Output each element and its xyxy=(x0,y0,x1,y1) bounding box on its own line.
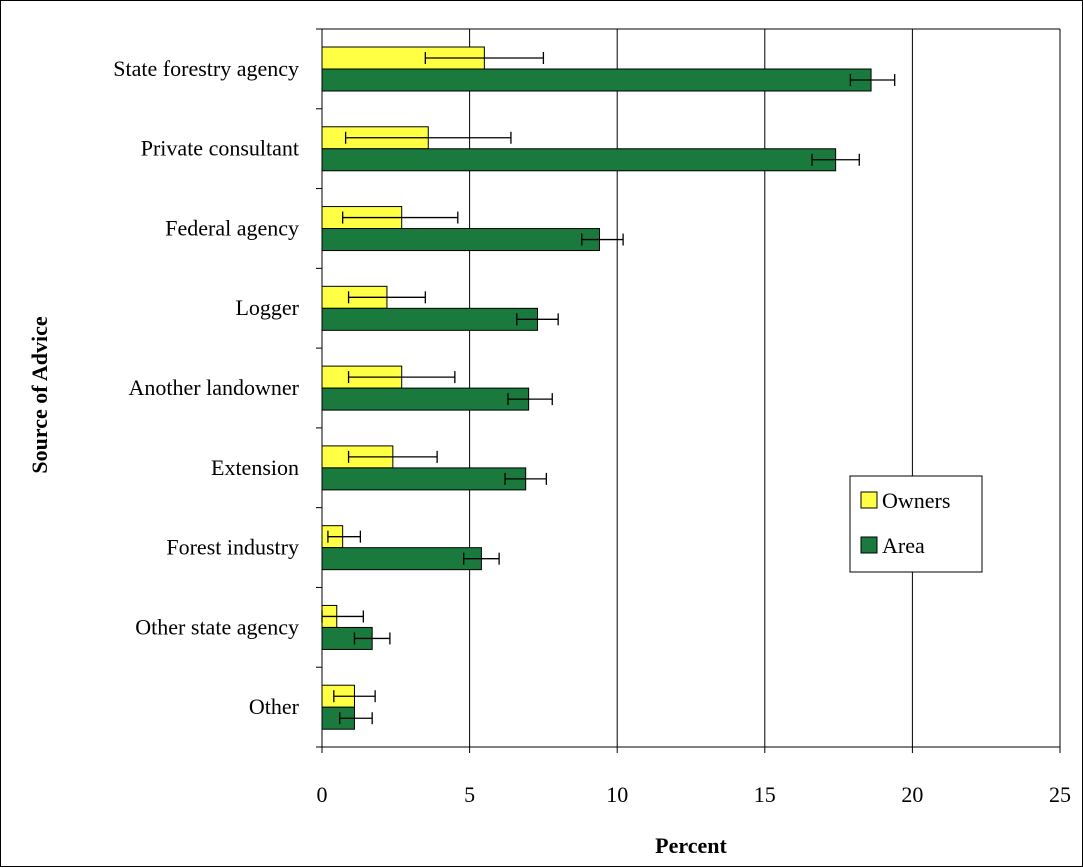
category-label-7: Other state agency xyxy=(135,614,299,639)
legend-swatch-area xyxy=(861,537,877,553)
category-label-6: Forest industry xyxy=(166,535,299,560)
legend-label-owners: Owners xyxy=(882,488,950,513)
bar-area-0 xyxy=(322,69,871,91)
x-tick-label-1: 5 xyxy=(464,782,475,807)
legend: Owners Area xyxy=(850,476,982,572)
x-tick-label-0: 0 xyxy=(317,782,328,807)
bar-area-4 xyxy=(322,388,529,410)
x-tick-label-5: 25 xyxy=(1049,782,1071,807)
bar-area-1 xyxy=(322,149,836,171)
category-label-2: Federal agency xyxy=(165,215,299,240)
category-label-5: Extension xyxy=(211,455,299,480)
category-label-1: Private consultant xyxy=(141,136,299,161)
bar-area-6 xyxy=(322,548,481,570)
x-tick-label-2: 10 xyxy=(606,782,628,807)
bars xyxy=(322,47,895,729)
x-tick-label-3: 15 xyxy=(754,782,776,807)
category-label-0: State forestry agency xyxy=(113,56,299,81)
bar-area-3 xyxy=(322,308,537,330)
x-axis-title: Percent xyxy=(655,833,727,858)
bar-area-2 xyxy=(322,229,599,251)
category-label-8: Other xyxy=(249,694,300,719)
bar-area-5 xyxy=(322,468,526,490)
category-label-4: Another landowner xyxy=(129,375,300,400)
y-axis-title: Source of Advice xyxy=(27,316,52,473)
category-label-3: Logger xyxy=(235,295,299,320)
x-tick-label-4: 20 xyxy=(901,782,923,807)
legend-label-area: Area xyxy=(882,533,925,558)
legend-swatch-owners xyxy=(861,492,877,508)
